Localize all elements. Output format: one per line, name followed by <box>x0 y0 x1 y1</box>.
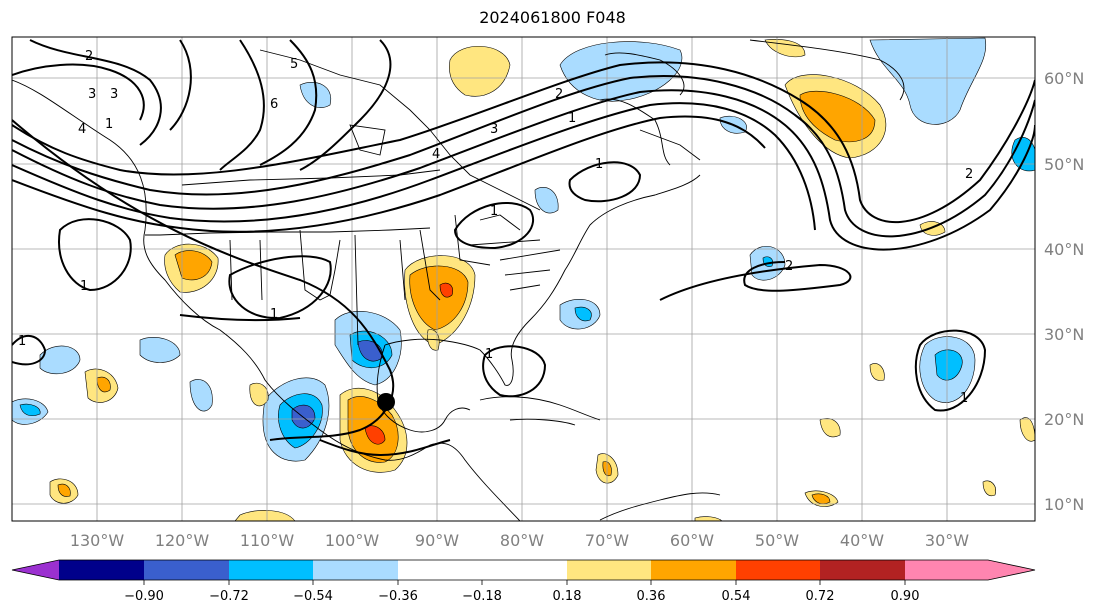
contour-label: 1 <box>960 391 968 406</box>
longitude-labels: 130°W 120°W 110°W 100°W 90°W 80°W 70°W 6… <box>70 531 969 550</box>
contour-label: 5 <box>290 57 298 72</box>
lat-label: 10°N <box>1044 495 1084 514</box>
positive-anomaly <box>364 425 386 445</box>
negative-anomaly <box>574 306 592 322</box>
positive-anomaly <box>96 376 111 393</box>
lon-label: 120°W <box>155 531 210 550</box>
positive-anomaly <box>811 493 831 505</box>
colorbar-tick: 0.36 <box>637 589 666 604</box>
negative-anomaly <box>934 349 963 381</box>
contour-label: 1 <box>80 279 88 294</box>
lat-label: 50°N <box>1044 155 1084 174</box>
contour-label: 1 <box>18 334 26 349</box>
negative-anomaly <box>139 336 181 363</box>
colorbar-segment <box>398 560 482 580</box>
contour-label: 2 <box>555 87 563 102</box>
contour-label: 1 <box>490 204 498 219</box>
contour-label: 4 <box>432 147 440 162</box>
colorbar-tick: −0.54 <box>293 589 333 604</box>
colorbar-segment <box>905 560 1035 580</box>
positive-anomaly <box>409 265 469 331</box>
colorbar: −0.90 −0.72 −0.54 −0.36 −0.18 0.18 0.36 … <box>11 559 1036 604</box>
lon-label: 30°W <box>925 531 969 550</box>
positive-anomaly <box>234 510 296 521</box>
positive-anomaly <box>694 516 723 521</box>
contour-label: 3 <box>88 87 96 102</box>
positive-anomaly <box>439 282 453 298</box>
contour-label: 2 <box>965 167 973 182</box>
contour-label: 1 <box>105 117 113 132</box>
lon-label: 70°W <box>585 531 629 550</box>
lat-label: 40°N <box>1044 240 1084 259</box>
positive-anomaly <box>449 46 511 97</box>
lon-label: 50°W <box>755 531 799 550</box>
contour-label: 2 <box>785 259 793 274</box>
colorbar-segment <box>59 560 144 580</box>
contour-label: 3 <box>490 122 498 137</box>
colorbar-segment <box>820 560 905 580</box>
colorbar-tick: −0.36 <box>378 589 418 604</box>
anomaly-shading <box>12 37 1035 521</box>
contour-label: 1 <box>485 347 493 362</box>
storm-center-marker <box>377 393 395 411</box>
map-frame <box>11 36 1036 522</box>
negative-anomaly <box>534 187 559 214</box>
colorbar-tick: 0.90 <box>891 589 920 604</box>
lon-label: 60°W <box>670 531 714 550</box>
negative-anomaly <box>189 379 213 412</box>
lat-label: 60°N <box>1044 69 1084 88</box>
positive-anomaly <box>799 90 876 143</box>
positive-anomaly <box>174 250 213 281</box>
colorbar-segment <box>313 560 398 580</box>
positive-anomaly <box>982 480 996 497</box>
colorbar-segment <box>229 560 313 580</box>
latitude-labels: 60°N 50°N 40°N 30°N 20°N 10°N <box>1044 69 1084 514</box>
colorbar-segment <box>144 560 229 580</box>
contour-label: 1 <box>568 111 576 126</box>
lat-label: 30°N <box>1044 325 1084 344</box>
contour-label: 6 <box>270 97 278 112</box>
contour-label: 2 <box>85 49 93 64</box>
colorbar-outline <box>11 559 1036 581</box>
lon-label: 100°W <box>325 531 380 550</box>
positive-anomaly <box>764 39 806 58</box>
colorbar-tick: −0.72 <box>209 589 249 604</box>
lon-label: 80°W <box>500 531 544 550</box>
positive-anomaly <box>1019 417 1035 442</box>
positive-anomaly <box>869 363 885 381</box>
map-title: 2024061800 F048 <box>479 8 626 27</box>
colorbar-tick: 0.18 <box>553 589 582 604</box>
colorbar-tick: −0.18 <box>462 589 502 604</box>
positive-anomaly <box>427 329 440 351</box>
colorbar-segment <box>482 560 567 580</box>
contour-label: 3 <box>110 87 118 102</box>
negative-anomaly <box>39 345 81 375</box>
contour-label: 1 <box>270 307 278 322</box>
lon-label: 40°W <box>840 531 884 550</box>
lon-label: 110°W <box>240 531 295 550</box>
contour-lines <box>12 39 1035 457</box>
colorbar-segment <box>567 560 651 580</box>
contour-label: 1 <box>595 157 603 172</box>
lon-label: 130°W <box>70 531 125 550</box>
colorbar-segment <box>736 560 820 580</box>
negative-anomaly <box>19 403 41 416</box>
lon-label: 90°W <box>415 531 459 550</box>
negative-anomaly <box>869 37 987 125</box>
contour-label-group: 1 1 2 3 4 5 6 4 3 2 1 1 1 2 1 3 1 1 2 1 <box>18 49 973 406</box>
colorbar-tick: 0.54 <box>722 589 751 604</box>
negative-anomaly <box>559 41 683 102</box>
positive-anomaly <box>249 382 269 407</box>
colorbar-segment <box>651 560 736 580</box>
positive-anomaly <box>57 483 71 497</box>
colorbar-tick: −0.90 <box>124 589 164 604</box>
contour-label: 4 <box>78 122 86 137</box>
colorbar-tick: 0.72 <box>806 589 835 604</box>
lat-label: 20°N <box>1044 410 1084 429</box>
colorbar-segment <box>12 560 59 580</box>
